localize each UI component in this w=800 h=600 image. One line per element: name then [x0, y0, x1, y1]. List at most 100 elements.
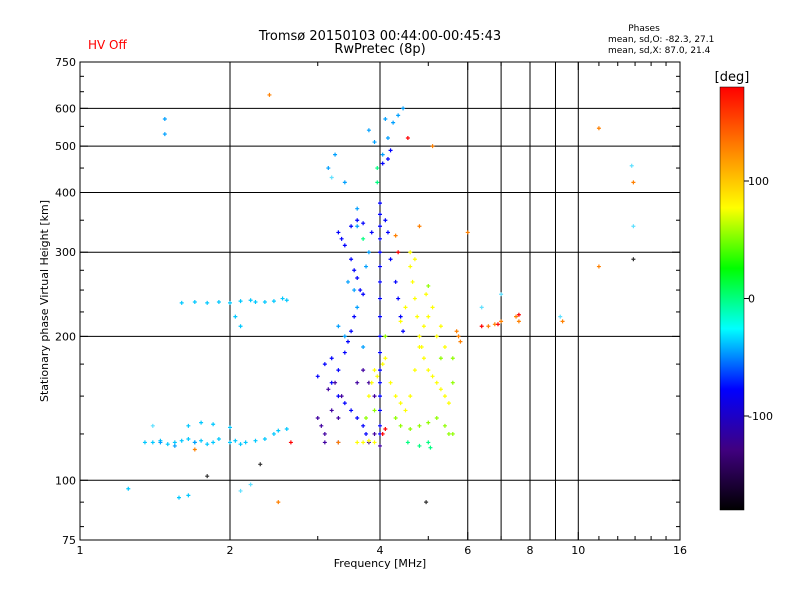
data-point [150, 423, 155, 428]
data-point [364, 264, 369, 269]
data-point [388, 257, 393, 262]
data-point [378, 296, 382, 301]
data-point [172, 443, 177, 448]
data-point [426, 314, 431, 319]
data-point [267, 92, 272, 97]
data-point [336, 324, 341, 329]
data-point [326, 387, 331, 392]
data-point [355, 218, 360, 223]
data-point [383, 218, 388, 223]
data-point [372, 368, 377, 373]
data-point [322, 362, 327, 367]
data-point [345, 279, 350, 284]
data-point [205, 442, 210, 447]
data-point [380, 161, 385, 166]
data-point [417, 334, 422, 339]
data-point [426, 368, 431, 373]
data-point [417, 224, 422, 229]
data-point [380, 362, 385, 367]
data-point [412, 257, 417, 262]
data-point [417, 423, 422, 428]
data-point [378, 350, 382, 355]
data-point [253, 300, 258, 305]
y-axis-label: Stationary phase Virtual Height [km] [38, 200, 51, 402]
data-point [499, 292, 504, 297]
data-point [391, 120, 396, 125]
data-point [186, 493, 191, 498]
data-point [349, 224, 354, 229]
data-point [238, 488, 243, 493]
data-point [355, 415, 360, 420]
data-point [329, 380, 334, 385]
data-point [378, 380, 382, 385]
data-point [355, 440, 360, 445]
data-point [378, 314, 382, 319]
data-point [228, 440, 232, 445]
data-point [426, 283, 431, 288]
data-point [216, 300, 221, 305]
data-point [412, 368, 417, 373]
data-point [408, 394, 413, 399]
data-point [442, 345, 447, 350]
data-point [355, 275, 360, 280]
data-point [336, 415, 341, 420]
data-point [450, 356, 455, 361]
data-point [375, 166, 380, 171]
data-point [179, 300, 184, 305]
data-point [361, 236, 366, 241]
data-point [378, 236, 382, 241]
data-point [401, 329, 406, 334]
data-point [558, 314, 563, 319]
data-point [403, 408, 408, 413]
data-point [248, 298, 253, 303]
data-point [450, 380, 455, 385]
data-point [372, 394, 377, 399]
phases-x-line: mean, sd,X: 87.0, 21.4 [608, 46, 711, 56]
data-point [446, 401, 451, 406]
data-point [355, 380, 360, 385]
data-point [238, 442, 243, 447]
data-point [243, 440, 248, 445]
data-point [398, 319, 403, 324]
data-point [426, 440, 431, 445]
data-point [284, 298, 289, 303]
data-point [424, 500, 429, 505]
data-point [288, 440, 293, 445]
data-point [364, 431, 369, 436]
data-point [430, 144, 435, 149]
data-point [417, 443, 422, 448]
y-tick-label: 400 [55, 186, 76, 199]
data-point [326, 166, 331, 171]
data-point [271, 299, 276, 304]
data-point [408, 250, 413, 255]
data-point [465, 230, 470, 235]
data-point [388, 148, 393, 153]
data-point [434, 415, 439, 420]
data-point [479, 305, 484, 310]
data-point [192, 440, 197, 445]
data-point [369, 380, 374, 385]
data-point [233, 314, 238, 319]
colorbar-label: [deg] [715, 70, 750, 85]
data-point [336, 440, 341, 445]
data-point [364, 415, 369, 420]
data-point [162, 116, 167, 121]
x-tick-label: 2 [227, 544, 234, 557]
data-point [238, 324, 243, 329]
data-point [383, 427, 388, 432]
data-point [162, 132, 167, 137]
x-tick-label: 8 [527, 544, 534, 557]
data-point [361, 423, 366, 428]
data-point [378, 423, 382, 428]
data-point [380, 431, 385, 436]
colorbar-tick-label: -100 [748, 410, 773, 423]
data-point [366, 128, 371, 133]
chart-title: Tromsø 20150103 00:44:00-00:45:43 [258, 29, 501, 44]
data-point [352, 288, 357, 293]
data-point [372, 140, 377, 145]
data-point [398, 401, 403, 406]
data-point [322, 440, 327, 445]
data-point [378, 408, 382, 413]
data-point [336, 230, 341, 235]
data-point [442, 394, 447, 399]
